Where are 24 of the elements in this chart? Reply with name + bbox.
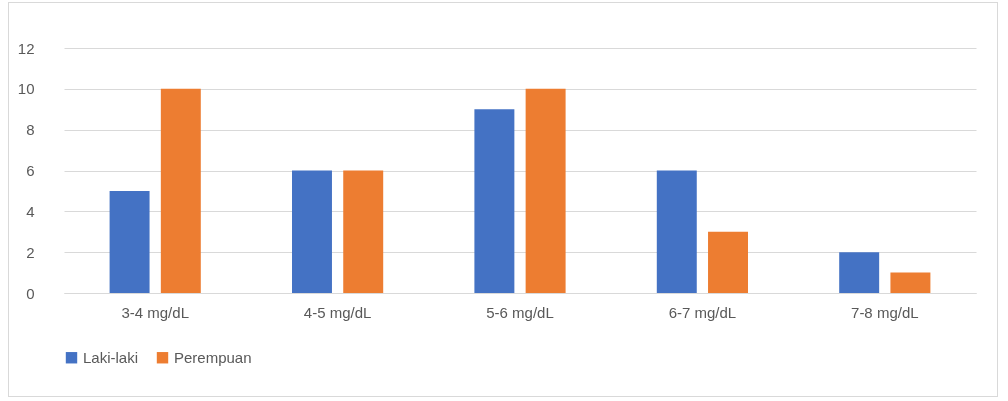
legend-label: Laki-laki — [83, 348, 139, 366]
y-tick-label: 12 — [17, 39, 35, 57]
y-tick-label: 2 — [26, 243, 35, 261]
x-tick-label: 3-4 mg/dL — [121, 303, 189, 321]
bar — [343, 170, 384, 293]
x-tick-label: 5-6 mg/dL — [486, 303, 554, 321]
bar — [708, 231, 748, 293]
bar — [890, 272, 931, 293]
x-tick-label: 4-5 mg/dL — [303, 303, 372, 321]
y-tick-label: 8 — [26, 121, 35, 139]
bar — [839, 252, 880, 293]
x-tick-label: 7-8 mg/dL — [851, 303, 919, 321]
x-tick-label: 6-7 mg/dL — [668, 303, 737, 321]
y-tick-label: 10 — [17, 80, 35, 98]
bar — [160, 88, 201, 293]
y-tick-label: 6 — [26, 162, 35, 179]
y-tick-label: 4 — [26, 202, 35, 220]
bar — [656, 170, 697, 293]
bar — [109, 190, 150, 293]
bar — [525, 88, 566, 293]
bar — [292, 170, 332, 293]
bar — [474, 109, 515, 293]
legend-label: Perempuan — [174, 348, 252, 366]
y-tick-label: 0 — [26, 284, 35, 302]
